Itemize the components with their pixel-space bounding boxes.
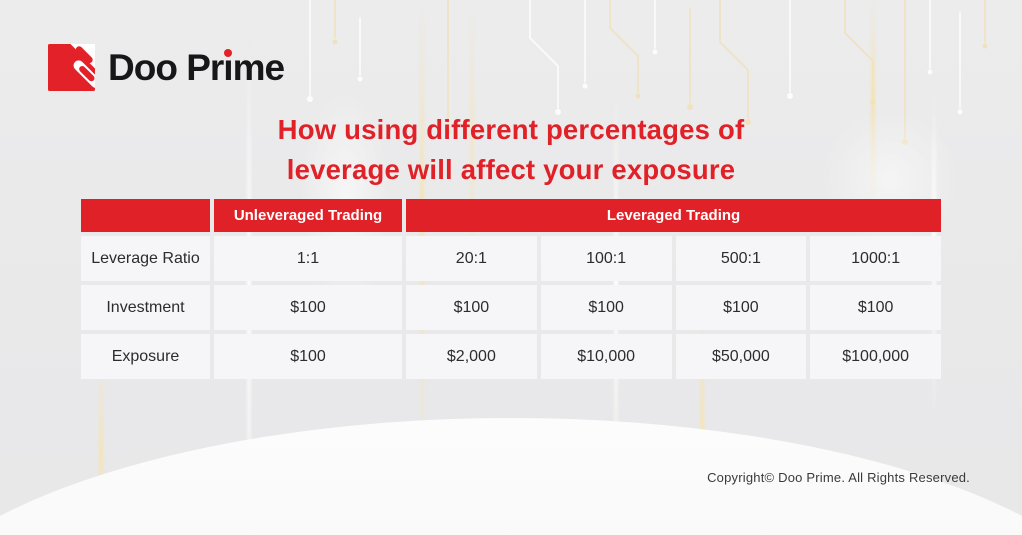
table-cell: $100,000: [810, 334, 941, 379]
table-cell: $100: [214, 285, 402, 330]
leverage-table: Unleveraged Trading Leveraged Trading Le…: [81, 199, 941, 379]
page-title-line-2: leverage will affect your exposure: [286, 154, 736, 185]
brand-name-part: Doo Pr: [108, 47, 224, 88]
table-cell: $100: [540, 285, 672, 330]
row-label-leverage-ratio: Leverage Ratio: [81, 236, 210, 281]
brand-logo: Doo Prıme: [48, 44, 285, 91]
table-cell: 100:1: [540, 236, 672, 281]
table-cell: $100: [675, 285, 807, 330]
row-label-exposure: Exposure: [81, 334, 210, 379]
table-cell: $100: [810, 285, 941, 330]
table-cell: $100: [214, 334, 402, 379]
table-cell: $10,000: [540, 334, 672, 379]
table-header-unleveraged: Unleveraged Trading: [214, 199, 402, 232]
table-cell: 1:1: [214, 236, 402, 281]
table-cell: 20:1: [406, 236, 537, 281]
table-cell: 500:1: [675, 236, 807, 281]
table-header-empty: [81, 199, 210, 232]
brand-name: Doo Prıme: [108, 47, 285, 88]
page-title: How using different percentages of lever…: [0, 110, 1022, 190]
table-cell: $50,000: [675, 334, 807, 379]
row-label-investment: Investment: [81, 285, 210, 330]
brand-name-i-red-dot: ı: [223, 47, 233, 88]
table-header-leveraged: Leveraged Trading: [406, 199, 941, 232]
page-title-line-1: How using different percentages of: [277, 114, 745, 145]
table-cell: $100: [406, 285, 537, 330]
table-cell: $2,000: [406, 334, 537, 379]
brand-name-part: me: [232, 47, 285, 88]
copyright-text: Copyright© Doo Prime. All Rights Reserve…: [707, 470, 970, 485]
table-cell: 1000:1: [810, 236, 941, 281]
doo-prime-logo-icon: [48, 44, 95, 91]
